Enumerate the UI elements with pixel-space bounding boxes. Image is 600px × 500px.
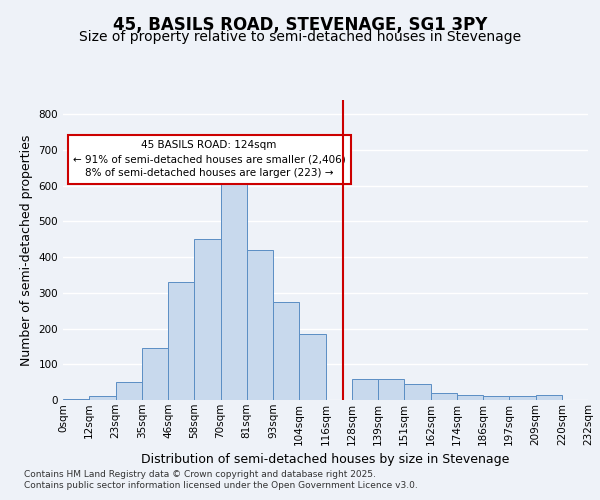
Text: Contains HM Land Registry data © Crown copyright and database right 2025.: Contains HM Land Registry data © Crown c… xyxy=(24,470,376,479)
Bar xyxy=(457,394,483,400)
X-axis label: Distribution of semi-detached houses by size in Stevenage: Distribution of semi-detached houses by … xyxy=(142,453,509,466)
Bar xyxy=(115,382,142,400)
Bar xyxy=(536,394,562,400)
Bar xyxy=(378,378,404,400)
Bar xyxy=(63,399,89,400)
Bar xyxy=(509,396,536,400)
Bar xyxy=(431,393,457,400)
Bar xyxy=(194,240,221,400)
Bar xyxy=(89,396,115,400)
Text: Contains public sector information licensed under the Open Government Licence v3: Contains public sector information licen… xyxy=(24,481,418,490)
Bar xyxy=(273,302,299,400)
Bar xyxy=(221,184,247,400)
Text: 45 BASILS ROAD: 124sqm
← 91% of semi-detached houses are smaller (2,406)
8% of s: 45 BASILS ROAD: 124sqm ← 91% of semi-det… xyxy=(73,140,346,178)
Bar xyxy=(404,384,431,400)
Bar xyxy=(483,396,509,400)
Text: 45, BASILS ROAD, STEVENAGE, SG1 3PY: 45, BASILS ROAD, STEVENAGE, SG1 3PY xyxy=(113,16,487,34)
Y-axis label: Number of semi-detached properties: Number of semi-detached properties xyxy=(20,134,33,366)
Bar xyxy=(142,348,168,400)
Bar xyxy=(299,334,325,400)
Bar xyxy=(168,282,194,400)
Bar xyxy=(247,250,273,400)
Text: Size of property relative to semi-detached houses in Stevenage: Size of property relative to semi-detach… xyxy=(79,30,521,44)
Bar xyxy=(352,378,378,400)
